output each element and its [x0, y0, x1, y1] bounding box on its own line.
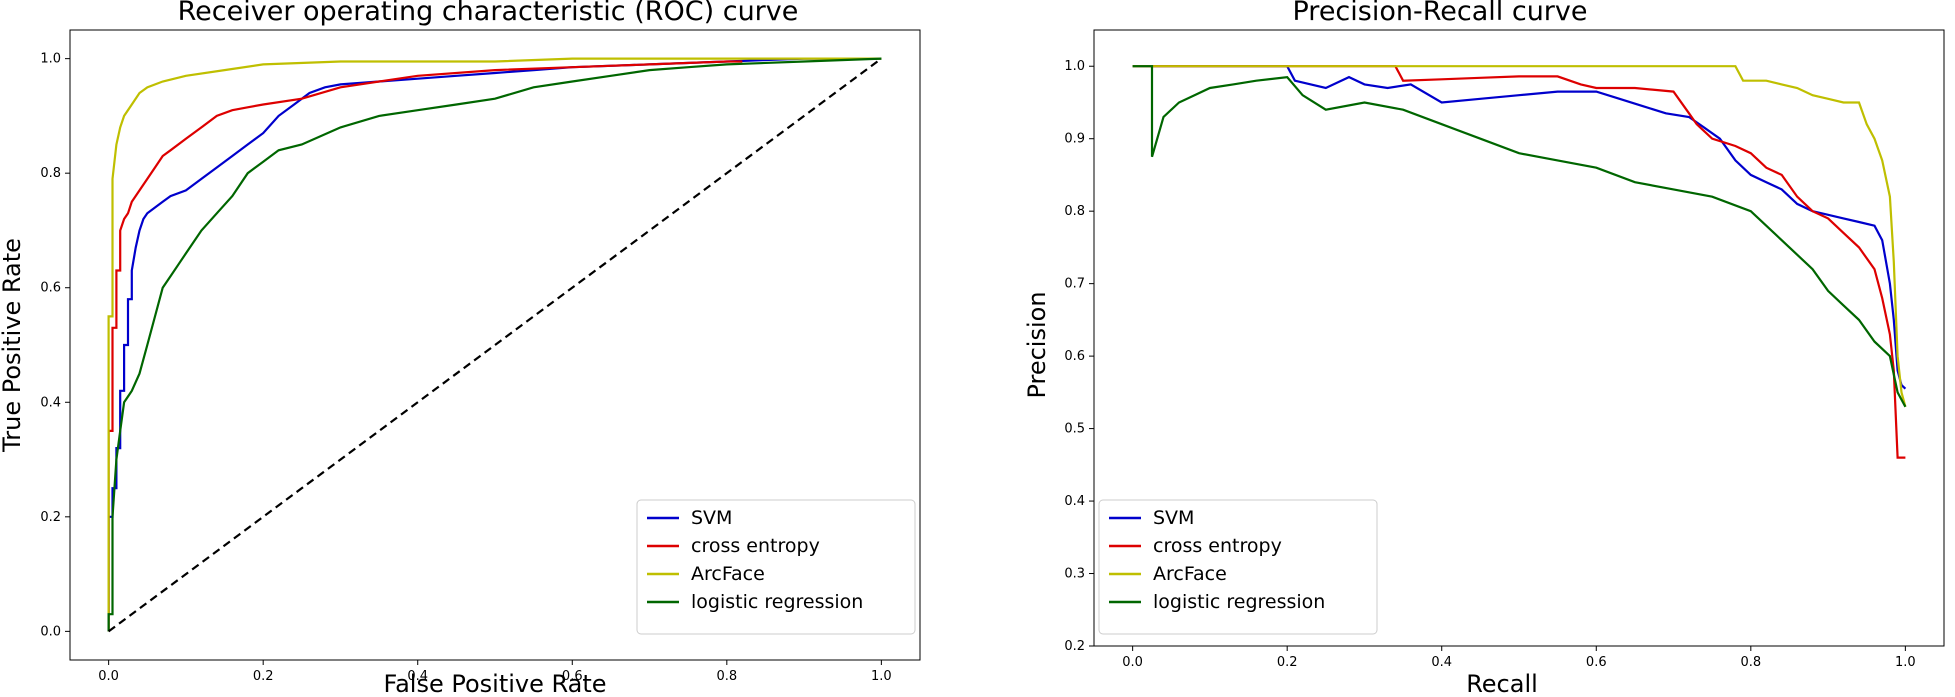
roc-x-tick-label: 0.6	[562, 669, 583, 684]
pr-y-tick-label: 0.4	[1064, 494, 1085, 509]
pr-x-tick-label: 0.0	[1122, 655, 1143, 670]
roc-y-tick-label: 0.4	[40, 395, 61, 410]
roc-ticks: 0.0 0.2 0.4 0.6 0.8 1.0 0.0 0.2 0.4 0.6 0.8 1.0	[40, 52, 891, 684]
roc-legend-label-logistic-regression: logistic regression	[691, 591, 863, 613]
roc-curve-arcface	[107, 57, 882, 632]
roc-x-tick-label: 0.4	[407, 669, 428, 684]
pr-y-tick-label: 0.5	[1064, 422, 1085, 437]
pr-ticks: 0.0 0.2 0.4 0.6 0.8 1.0 0.2 0.3 0.4 0.5 0.6 0.7 0.8 0…	[1064, 59, 1915, 670]
pr-y-tick-label: 0.7	[1064, 277, 1085, 292]
pr-legend-box	[1098, 499, 1378, 635]
pr-y-tick-label: 0.3	[1064, 567, 1085, 582]
pr-x-tick-label: 0.2	[1277, 655, 1298, 670]
pr-x-axis-label: Recall	[1466, 670, 1538, 697]
pr-curve-logistic-regression	[1132, 65, 1907, 408]
pr-x-tick-label: 0.6	[1586, 655, 1607, 670]
pr-title: Precision-Recall curve	[1293, 0, 1588, 27]
pr-curve-svm	[1132, 65, 1907, 390]
roc-x-tick-label: 0.2	[253, 669, 274, 684]
pr-y-tick-label: 0.8	[1064, 204, 1085, 219]
pr-axes-frame	[1093, 29, 1945, 647]
roc-legend-label-cross-entropy: cross entropy	[691, 535, 820, 557]
roc-x-tick-label: 1.0	[871, 669, 892, 684]
roc-legend-label-svm: SVM	[691, 507, 732, 529]
roc-title: Receiver operating characteristic (ROC) …	[178, 0, 799, 27]
pr-y-tick-label: 1.0	[1064, 59, 1085, 74]
pr-x-tick-label: 0.8	[1740, 655, 1761, 670]
pr-legend-label-cross-entropy: cross entropy	[1153, 535, 1282, 557]
roc-legend-box	[636, 499, 916, 635]
pr-panel: Precision-Recall curve 0.0 0.2 0.4 0.6 0.8 1.…	[1023, 0, 1945, 697]
roc-curve-logistic-regression	[107, 57, 882, 632]
roc-y-tick-label: 0.2	[40, 510, 61, 525]
roc-x-axis-label: False Positive Rate	[383, 670, 606, 697]
pr-curve-cross-entropy	[1132, 65, 1906, 459]
roc-legend: SVM cross entropy ArcFace logistic regressi…	[636, 499, 916, 635]
roc-curve-cross-entropy	[107, 60, 743, 632]
pr-legend-label-arcface: ArcFace	[1153, 563, 1227, 585]
roc-legend-label-arcface: ArcFace	[691, 563, 765, 585]
roc-y-tick-label: 0.8	[40, 166, 61, 181]
pr-y-tick-label: 0.2	[1064, 639, 1085, 654]
roc-x-tick-label: 0.8	[716, 669, 737, 684]
pr-y-tick-label: 0.9	[1064, 132, 1085, 147]
roc-panel: Receiver operating characteristic (ROC) …	[0, 0, 921, 697]
pr-x-tick-label: 1.0	[1895, 655, 1916, 670]
roc-x-tick-label: 0.0	[98, 669, 119, 684]
pr-curves	[1132, 65, 1907, 459]
roc-curves	[107, 57, 883, 633]
pr-y-tick-label: 0.6	[1064, 349, 1085, 364]
roc-curve-svm	[107, 57, 882, 632]
roc-y-tick-label: 0.6	[40, 281, 61, 296]
roc-y-tick-label: 1.0	[40, 52, 61, 67]
roc-axes-frame	[69, 29, 921, 661]
pr-curve-arcface	[1132, 65, 1907, 408]
roc-curve-chance-diagonal	[107, 57, 883, 633]
pr-x-tick-label: 0.4	[1431, 655, 1452, 670]
pr-legend: SVM cross entropy ArcFace logistic regressi…	[1098, 499, 1378, 635]
pr-legend-label-svm: SVM	[1153, 507, 1194, 529]
pr-y-axis-label: Precision	[1023, 291, 1051, 398]
roc-y-tick-label: 0.0	[40, 624, 61, 639]
pr-legend-label-logistic-regression: logistic regression	[1153, 591, 1325, 613]
roc-y-axis-label: True Positive Rate	[0, 238, 26, 453]
